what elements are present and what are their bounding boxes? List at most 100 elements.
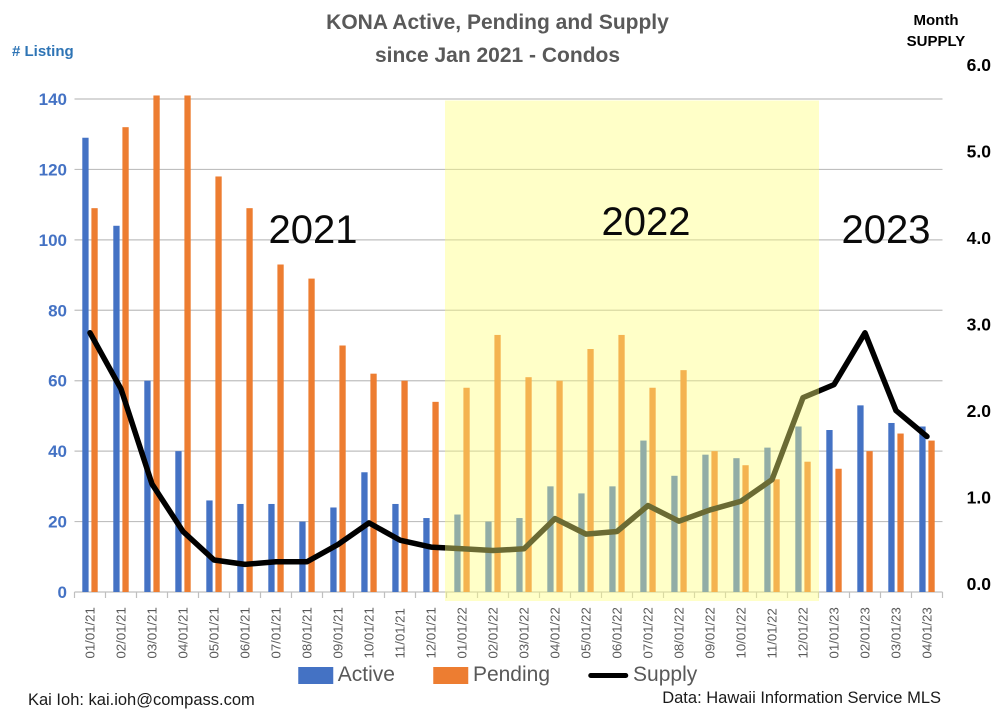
bar-active[interactable] xyxy=(888,422,895,592)
bar-active[interactable] xyxy=(702,454,709,592)
bar-pending[interactable] xyxy=(215,176,222,592)
svg-text:08/01/21: 08/01/21 xyxy=(300,607,315,658)
right-axis-label-line1: Month xyxy=(913,12,959,29)
svg-text:04/01/21: 04/01/21 xyxy=(176,607,191,658)
supply-line[interactable] xyxy=(87,330,930,568)
bar-pending[interactable] xyxy=(742,465,749,592)
bar-active[interactable] xyxy=(547,486,554,592)
bar-pending[interactable] xyxy=(928,440,935,592)
bar-pending[interactable] xyxy=(370,373,377,592)
bar-pending[interactable] xyxy=(339,345,346,593)
svg-text:10/01/21: 10/01/21 xyxy=(362,607,377,658)
bar-active[interactable] xyxy=(516,518,523,592)
bar-active[interactable] xyxy=(206,500,213,592)
chart-title: KONA Active, Pending and Supply since Ja… xyxy=(0,6,995,72)
bar-pending[interactable] xyxy=(711,451,718,592)
bar-pending[interactable] xyxy=(556,380,563,592)
bar-pending[interactable] xyxy=(835,468,842,592)
svg-text:02/01/21: 02/01/21 xyxy=(114,607,129,658)
bar-active[interactable] xyxy=(113,225,120,592)
bar-active[interactable] xyxy=(857,405,864,592)
bar-active[interactable] xyxy=(392,503,399,592)
bar-pending[interactable] xyxy=(401,380,408,592)
bar-pending[interactable] xyxy=(897,433,904,592)
bars-pending xyxy=(91,95,935,593)
bar-pending[interactable] xyxy=(649,387,656,592)
svg-text:1.0: 1.0 xyxy=(967,488,992,508)
legend-item-supply[interactable]: Supply xyxy=(588,663,697,687)
svg-text:3.0: 3.0 xyxy=(967,315,992,335)
bar-pending[interactable] xyxy=(91,208,98,592)
svg-text:01/01/21: 01/01/21 xyxy=(83,607,98,658)
svg-text:40: 40 xyxy=(48,442,67,461)
bar-pending[interactable] xyxy=(587,349,594,592)
legend-item-pending[interactable]: Pending xyxy=(432,663,551,687)
svg-text:04/01/22: 04/01/22 xyxy=(548,607,563,658)
bar-pending[interactable] xyxy=(246,208,253,592)
bar-pending[interactable] xyxy=(804,461,811,592)
svg-text:03/01/23: 03/01/23 xyxy=(889,607,904,658)
svg-text:11/01/21: 11/01/21 xyxy=(393,608,408,658)
year-annotation-2023: 2023 xyxy=(842,208,931,252)
right-axis-tick-labels: 0.0 1.0 2.0 3.0 4.0 5.0 6.0 xyxy=(967,55,992,594)
left-axis-tick-labels: 0 20 40 60 80 100 120 140 xyxy=(39,90,67,602)
svg-text:140: 140 xyxy=(39,90,67,109)
chart-canvas: 2021 2022 2023 0 20 40 60 80 100 120 140 0.0 1.0 2.0 3… xyxy=(39,55,992,659)
bar-active[interactable] xyxy=(82,137,89,592)
bar-active[interactable] xyxy=(423,518,430,592)
bar-pending[interactable] xyxy=(463,387,470,592)
bar-pending[interactable] xyxy=(525,377,532,592)
bar-active[interactable] xyxy=(485,521,492,592)
bar-pending[interactable] xyxy=(680,370,687,592)
svg-text:0.0: 0.0 xyxy=(967,574,992,594)
bar-active[interactable] xyxy=(640,440,647,592)
svg-text:07/01/21: 07/01/21 xyxy=(269,607,284,658)
bar-active[interactable] xyxy=(671,475,678,592)
bar-active[interactable] xyxy=(299,521,306,592)
bar-active[interactable] xyxy=(919,426,926,592)
bar-pending[interactable] xyxy=(618,334,625,592)
chart-legend: Active Pending Supply xyxy=(297,663,697,687)
bar-pending[interactable] xyxy=(308,278,315,592)
bar-pending[interactable] xyxy=(153,95,160,592)
bar-active[interactable] xyxy=(733,458,740,592)
year-annotation-2022: 2022 xyxy=(602,200,691,244)
bar-active[interactable] xyxy=(764,447,771,592)
bar-pending[interactable] xyxy=(866,451,873,592)
svg-text:12/01/21: 12/01/21 xyxy=(424,607,439,658)
svg-text:03/01/22: 03/01/22 xyxy=(517,607,532,658)
svg-text:02/01/23: 02/01/23 xyxy=(858,607,873,658)
svg-text:6.0: 6.0 xyxy=(967,55,992,75)
bar-pending[interactable] xyxy=(432,401,439,592)
bar-active[interactable] xyxy=(454,514,461,592)
bar-active[interactable] xyxy=(144,380,151,592)
bar-pending[interactable] xyxy=(494,334,501,592)
svg-text:100: 100 xyxy=(39,231,67,250)
bar-active[interactable] xyxy=(795,426,802,592)
bar-active[interactable] xyxy=(826,430,833,592)
svg-text:0: 0 xyxy=(58,583,67,602)
bar-pending[interactable] xyxy=(184,95,191,592)
svg-text:80: 80 xyxy=(48,301,67,320)
bar-pending[interactable] xyxy=(122,127,129,593)
svg-text:10/01/22: 10/01/22 xyxy=(734,607,749,658)
bar-pending[interactable] xyxy=(773,479,780,592)
bar-active[interactable] xyxy=(578,493,585,592)
svg-text:06/01/22: 06/01/22 xyxy=(610,607,625,658)
bars-active xyxy=(82,137,926,592)
bar-active[interactable] xyxy=(361,472,368,592)
chart-title-line2: since Jan 2021 - Condos xyxy=(374,44,621,67)
bar-active[interactable] xyxy=(268,503,275,592)
svg-text:5.0: 5.0 xyxy=(967,142,992,162)
bar-active[interactable] xyxy=(237,503,244,592)
bar-pending[interactable] xyxy=(277,264,284,592)
legend-item-active[interactable]: Active xyxy=(297,663,395,687)
legend-label-pending: Pending xyxy=(472,663,551,686)
svg-text:05/01/21: 05/01/21 xyxy=(207,607,222,658)
svg-text:02/01/22: 02/01/22 xyxy=(486,607,501,658)
year-2022-highlight-band xyxy=(445,100,819,601)
bar-active[interactable] xyxy=(609,486,616,592)
svg-text:06/01/21: 06/01/21 xyxy=(238,607,253,658)
chart-title-line1: KONA Active, Pending and Supply xyxy=(326,11,669,34)
